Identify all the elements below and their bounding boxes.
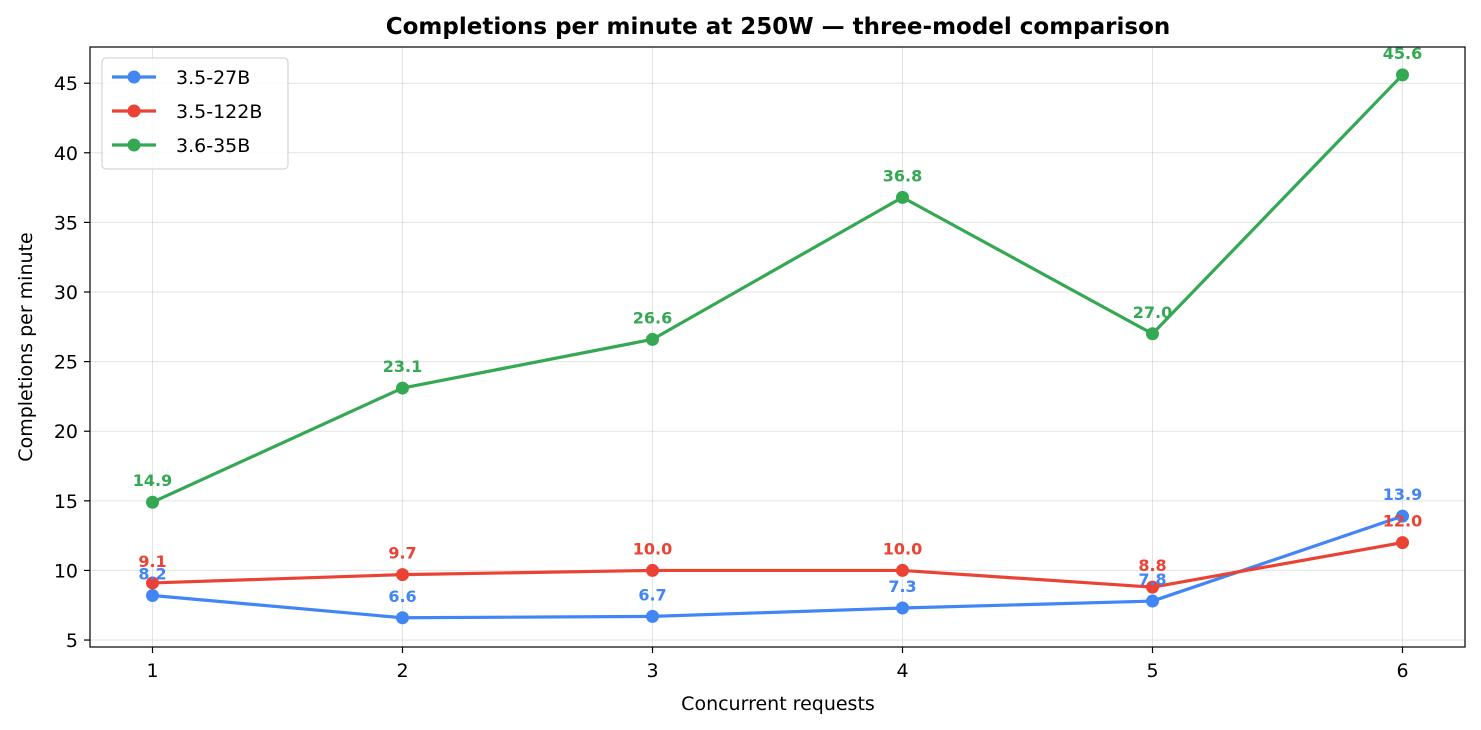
- data-point: [1396, 509, 1409, 523]
- data-label: 10.0: [633, 539, 672, 558]
- data-label: 23.1: [383, 357, 422, 376]
- series: [146, 68, 1409, 625]
- data-label: 26.6: [633, 308, 672, 327]
- legend: 3.5-27B 3.5-122B 3.6-35B: [101, 57, 289, 170]
- legend-entry: 3.5-122B: [112, 101, 262, 123]
- y-tick-label: 40: [54, 143, 78, 165]
- series-line: [150, 73, 1405, 504]
- data-point: [896, 601, 909, 615]
- y-tick-label: 30: [54, 282, 78, 304]
- data-label: 45.6: [1383, 44, 1422, 63]
- data-point: [646, 609, 659, 623]
- data-label: 10.0: [883, 539, 922, 558]
- x-tick-label: 5: [1146, 660, 1158, 682]
- y-axis-label: Completions per minute: [15, 232, 37, 461]
- y-tick-label: 5: [66, 630, 78, 652]
- x-tick-label: 4: [896, 660, 908, 682]
- data-point: [1146, 327, 1159, 341]
- legend-entry: 3.5-27B: [112, 67, 250, 89]
- legend-label: 3.5-122B: [176, 101, 262, 123]
- x-tick-label: 2: [396, 660, 408, 682]
- plot-frame: [89, 46, 1466, 648]
- data-label: 7.8: [1138, 570, 1166, 589]
- grid: [90, 47, 1465, 647]
- data-label: 36.8: [883, 166, 922, 185]
- data-label: 27.0: [1133, 303, 1172, 322]
- series-3.5-122B: [146, 536, 1409, 594]
- x-axis-label: Concurrent requests: [681, 693, 875, 715]
- data-point: [646, 563, 659, 577]
- series-3.5-27B: [146, 509, 1409, 625]
- legend-marker: [127, 104, 141, 118]
- legend-frame: [101, 57, 289, 170]
- data-label: 6.7: [638, 585, 666, 604]
- data-labels: 8.2 6.6 6.7 7.3 7.8 13.9 9.1 9.7 10.0 10.0 8.8 12.0…: [133, 44, 1422, 606]
- legend-marker: [127, 138, 141, 152]
- data-label: 9.7: [388, 544, 416, 563]
- legend-entry: 3.6-35B: [112, 135, 250, 157]
- x-tick-label: 3: [646, 660, 658, 682]
- y-tick-label: 35: [54, 212, 78, 234]
- data-point: [896, 190, 909, 204]
- y-tick-label: 20: [54, 421, 78, 443]
- data-point: [146, 495, 159, 509]
- y-tick-label: 45: [54, 73, 78, 95]
- data-label: 8.2: [138, 564, 166, 583]
- legend-label: 3.5-27B: [176, 67, 250, 89]
- data-label: 13.9: [1383, 485, 1422, 504]
- data-point: [896, 563, 909, 577]
- data-point: [646, 332, 659, 346]
- y-tick-label: 25: [54, 352, 78, 374]
- chart-title: Completions per minute at 250W — three-m…: [386, 14, 1171, 40]
- data-point: [1396, 536, 1409, 550]
- data-point: [396, 568, 409, 582]
- data-point: [1146, 580, 1159, 594]
- y-tick-label: 15: [54, 491, 78, 513]
- series-line: [150, 514, 1405, 620]
- data-point: [146, 576, 159, 590]
- x-tick-label: 6: [1396, 660, 1408, 682]
- y-tick-label: 10: [54, 560, 78, 582]
- data-label: 14.9: [133, 471, 172, 490]
- x-tick-label: 1: [146, 660, 158, 682]
- series-line: [150, 540, 1405, 589]
- series-3.6-35B: [146, 68, 1409, 509]
- data-point: [396, 381, 409, 395]
- data-label: 12.0: [1383, 512, 1422, 531]
- data-point: [396, 611, 409, 625]
- data-label: 8.8: [1138, 556, 1166, 575]
- legend-label: 3.6-35B: [176, 135, 250, 157]
- data-label: 9.1: [138, 552, 166, 571]
- data-label: 7.3: [888, 577, 916, 596]
- data-point: [1146, 594, 1159, 608]
- data-point: [146, 588, 159, 602]
- data-label: 6.6: [388, 587, 416, 606]
- legend-marker: [127, 70, 141, 84]
- data-point: [1396, 68, 1409, 82]
